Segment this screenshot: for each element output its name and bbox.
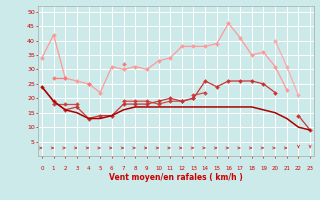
X-axis label: Vent moyen/en rafales ( km/h ): Vent moyen/en rafales ( km/h ) [109,173,243,182]
